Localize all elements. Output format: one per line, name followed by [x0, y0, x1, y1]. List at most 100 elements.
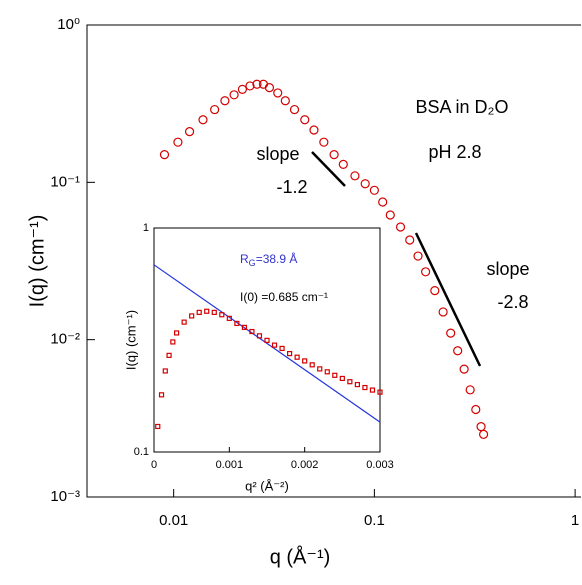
data-point [350, 171, 360, 181]
data-point [220, 96, 230, 106]
data-point [159, 150, 170, 160]
data-point [184, 127, 195, 137]
annotation: pH 2.8 [428, 142, 481, 162]
data-point [395, 222, 406, 232]
x-tick-label: 0.003 [366, 459, 394, 471]
data-point [162, 368, 168, 374]
data-point [196, 309, 202, 315]
x-axis-label: q (Å⁻¹) [270, 545, 331, 568]
data-point [189, 313, 195, 319]
data-point [229, 90, 239, 100]
plot-frame [86, 24, 581, 498]
data-point [338, 159, 348, 170]
annotation: slope [486, 259, 529, 279]
data-point [471, 404, 481, 415]
data-point [241, 324, 247, 330]
data-point [385, 210, 395, 220]
data-point [446, 328, 456, 338]
data-point [329, 150, 339, 160]
data-point [377, 389, 383, 395]
data-point [317, 366, 323, 372]
data-point [219, 312, 225, 318]
data-point [226, 315, 232, 321]
main-plot: 10⁰ 10⁻¹ 10⁻² 10⁻³ 0.01 0.1 1 q (Å⁻¹) I(q) (cm⁻¹… [26, 16, 581, 568]
y-tick-label: 10⁰ [57, 16, 80, 33]
x-tick-label: 0.001 [216, 459, 244, 471]
data-point [181, 319, 187, 325]
rg-tail: =38.9 Å [256, 251, 298, 266]
data-point [234, 320, 240, 327]
data-point [280, 96, 290, 106]
data-point [465, 385, 475, 395]
data-point [211, 309, 217, 315]
data-point [362, 384, 368, 391]
data-point [309, 125, 319, 135]
y-tick-label: 10⁻² [50, 331, 80, 348]
rg-annotation: RG=38.9 Å [240, 251, 297, 268]
data-point [256, 333, 263, 339]
annotation: slope [256, 144, 299, 164]
data-point [453, 346, 463, 356]
data-point [170, 339, 176, 345]
data-point [287, 350, 293, 357]
x-tick-label: 0.002 [291, 459, 319, 471]
data-point [319, 137, 329, 147]
rg-sub: G [249, 258, 256, 268]
data-point [204, 308, 210, 314]
annotation: -2.8 [497, 292, 528, 312]
x-axis-label: q² (Å⁻²) [245, 478, 289, 493]
y-tick-label: 0.1 [134, 446, 149, 458]
x-tick-label: 0.1 [364, 512, 385, 529]
data-point [166, 352, 172, 358]
data-point [289, 104, 300, 115]
data-point [430, 286, 440, 296]
data-point [273, 88, 283, 98]
data-point [354, 381, 360, 388]
y-tick-label: 10⁻¹ [50, 173, 80, 190]
annotation: BSA in D₂O [415, 97, 508, 117]
data-point [237, 84, 247, 94]
data-point [360, 179, 370, 189]
data-point [478, 429, 489, 439]
data-point [369, 387, 376, 393]
data-point [158, 392, 165, 398]
data-point [173, 137, 183, 147]
data-point [339, 375, 345, 382]
annotation: -1.2 [276, 177, 307, 197]
inset-background [154, 228, 380, 452]
data-point [459, 364, 469, 374]
data-point [324, 369, 330, 375]
x-tick-label: 0 [151, 459, 157, 471]
data-point [413, 251, 423, 261]
data-point [264, 337, 270, 343]
data-point [174, 330, 180, 336]
y-axis-label: I(q) (cm⁻¹) [26, 215, 48, 308]
data-point [421, 267, 431, 277]
data-point [378, 197, 388, 207]
data-point [249, 328, 255, 335]
data-point [279, 345, 285, 352]
inset-plot: 1 0.10 0.001 0.002 0.003 q² (Å⁻²) I(q) (cm⁻¹) [123, 222, 393, 494]
data-point [245, 81, 255, 91]
data-point [405, 235, 415, 245]
data-point [155, 423, 161, 430]
y-tick-label: 10⁻³ [50, 488, 80, 505]
data-point [264, 83, 275, 93]
y-axis-label: I(q) (cm⁻¹) [123, 310, 138, 370]
data-point [198, 115, 208, 125]
y-tick-label: 1 [143, 222, 149, 234]
x-tick-label: 1 [571, 512, 579, 529]
slope-guide [414, 232, 482, 367]
i0-annotation: I(0) =0.685 cm⁻¹ [240, 290, 328, 304]
slope-guide [311, 151, 346, 187]
data-point [252, 79, 262, 89]
data-point [271, 342, 278, 348]
data-point [300, 115, 310, 125]
data-point [332, 372, 338, 378]
data-point [309, 362, 315, 368]
data-point [347, 379, 353, 385]
x-tick-label: 0.01 [159, 512, 188, 529]
data-point [294, 354, 300, 360]
data-point [369, 185, 379, 195]
